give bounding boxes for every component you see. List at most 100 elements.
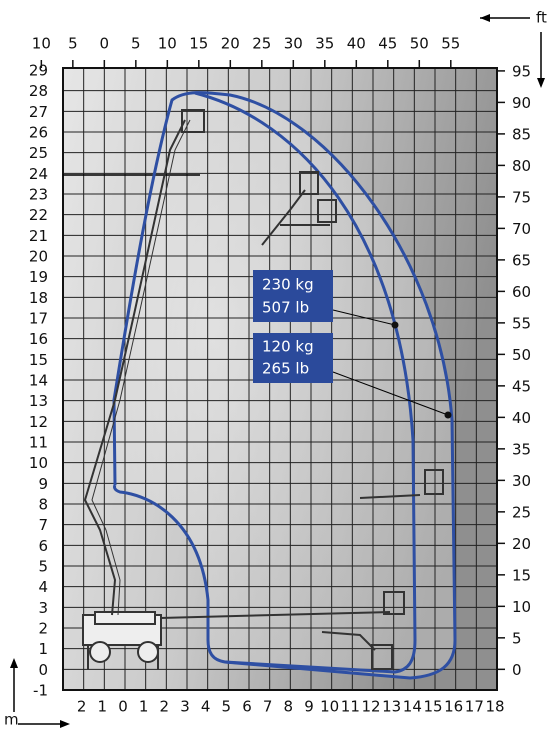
top-tick-label: 5	[131, 35, 141, 53]
right-tick-label: 20	[512, 535, 531, 553]
left-tick-label: 8	[38, 496, 48, 514]
left-tick-label: 24	[29, 165, 48, 183]
right-tick-label: 30	[512, 472, 531, 490]
left-tick-label: 2	[38, 620, 48, 638]
right-tick-label: 45	[512, 377, 531, 395]
load-lb: 265 lb	[262, 360, 309, 378]
left-tick-label: 17	[29, 310, 48, 328]
right-tick-label: 75	[512, 188, 531, 206]
left-tick-label: 20	[29, 248, 48, 266]
load-kg: 120 kg	[262, 338, 314, 356]
top-tick-label: 10	[158, 35, 177, 53]
envelope-230kg	[194, 91, 417, 674]
bottom-tick-label: 18	[485, 698, 504, 716]
right-tick-label: 50	[512, 346, 531, 364]
right-tick-label: 90	[512, 94, 531, 112]
left-tick-label: 19	[29, 268, 48, 286]
left-tick-label: 13	[29, 392, 48, 410]
bottom-tick-label: 7	[263, 698, 273, 716]
left-tick-label: 9	[38, 475, 48, 493]
left-tick-label: 15	[29, 351, 48, 369]
left-tick-label: 0	[38, 661, 48, 679]
top-tick-label: 25	[252, 35, 271, 53]
right-tick-label: 65	[512, 251, 531, 269]
top-tick-label: 55	[441, 35, 460, 53]
arrow-head	[60, 720, 70, 728]
load-box	[253, 270, 333, 322]
bottom-tick-label: 3	[180, 698, 190, 716]
arrow-head	[480, 14, 490, 22]
bottom-tick-label: 9	[304, 698, 314, 716]
top-tick-label: 35	[315, 35, 334, 53]
bottom-tick-label: 13	[382, 698, 401, 716]
right-tick-label: 5	[512, 629, 522, 647]
bottom-tick-label: 0	[118, 698, 128, 716]
right-tick-label: 85	[512, 125, 531, 143]
leader-line	[332, 309, 396, 326]
bottom-tick-label: 5	[222, 698, 232, 716]
right-tick-label: 40	[512, 409, 531, 427]
right-tick-label: 15	[512, 566, 531, 584]
left-tick-label: 26	[29, 124, 48, 142]
top-tick-label: 40	[347, 35, 366, 53]
left-tick-label: 3	[38, 599, 48, 617]
bottom-tick-label: 4	[201, 698, 211, 716]
right-tick-label: 0	[512, 661, 522, 679]
arrow-head	[537, 78, 545, 88]
top-tick-label: 10	[32, 35, 51, 53]
right-tick-label: 25	[512, 503, 531, 521]
left-tick-label: 21	[29, 227, 48, 245]
bottom-tick-label: 2	[77, 698, 87, 716]
load-kg: 230 kg	[262, 276, 314, 294]
bottom-tick-label: 11	[341, 698, 360, 716]
left-tick-label: 18	[29, 289, 48, 307]
top-tick-label: 5	[68, 35, 78, 53]
grid	[63, 68, 497, 690]
left-tick-label: 1	[38, 640, 48, 658]
left-tick-label: 4	[38, 578, 48, 596]
left-tick-label: 6	[38, 537, 48, 555]
unit-ft: ft	[536, 9, 547, 27]
load-point	[444, 411, 452, 419]
plot-frame	[62, 67, 498, 691]
load-lb: 507 lb	[262, 299, 309, 317]
bottom-tick-label: 2	[160, 698, 170, 716]
left-tick-label: 12	[29, 413, 48, 431]
right-tick-label: 80	[512, 157, 531, 175]
right-tick-label: 60	[512, 283, 531, 301]
left-tick-label: 5	[38, 558, 48, 576]
unit-m: m	[4, 711, 19, 729]
lift-drawing	[82, 109, 444, 670]
load-point	[391, 321, 399, 329]
bottom-tick-label: 1	[98, 698, 108, 716]
left-tick-label: -1	[33, 682, 48, 700]
top-tick-label: 15	[189, 35, 208, 53]
left-tick-label: 28	[29, 82, 48, 100]
leader-line	[332, 371, 449, 416]
left-tick-label: 16	[29, 330, 48, 348]
top-tick-label: 20	[221, 35, 240, 53]
load-box	[253, 333, 333, 383]
right-tick-label: 10	[512, 598, 531, 616]
bottom-tick-label: 14	[403, 698, 422, 716]
envelope-fill	[113, 92, 455, 679]
left-tick-label: 11	[29, 434, 48, 452]
right-tick-label: 95	[512, 62, 531, 80]
right-tick-label: 70	[512, 220, 531, 238]
bottom-tick-label: 6	[242, 698, 252, 716]
right-tick-label: 35	[512, 440, 531, 458]
top-tick-label: 30	[284, 35, 303, 53]
bottom-tick-label: 1	[139, 698, 149, 716]
bottom-tick-label: 17	[465, 698, 484, 716]
left-tick-label: 22	[29, 206, 48, 224]
bottom-tick-label: 12	[361, 698, 380, 716]
bottom-tick-label: 8	[284, 698, 294, 716]
left-tick-label: 25	[29, 144, 48, 162]
right-tick-label: 55	[512, 314, 531, 332]
bottom-tick-label: 15	[423, 698, 442, 716]
bottom-tick-label: 16	[444, 698, 463, 716]
left-tick-label: 14	[29, 372, 48, 390]
envelope-120kg	[112, 91, 457, 680]
arrow-head	[10, 658, 18, 668]
